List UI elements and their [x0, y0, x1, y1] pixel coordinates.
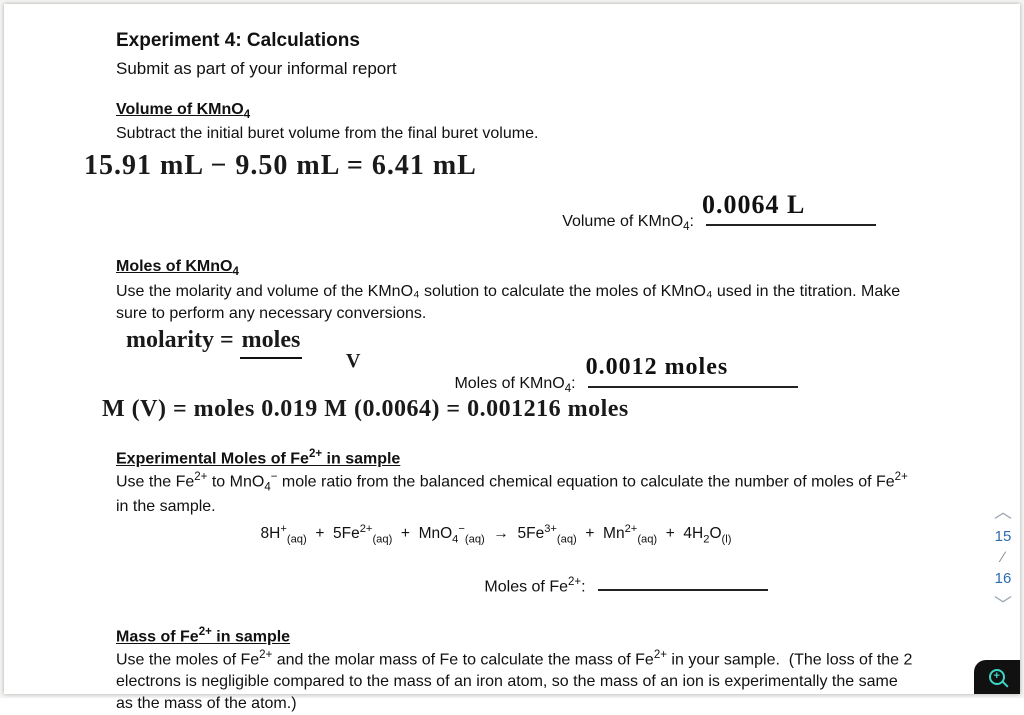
- zoom-button[interactable]: [974, 660, 1020, 694]
- section2-answer-value: 0.0012 moles: [586, 351, 729, 383]
- section3-answer-blank: [598, 573, 768, 591]
- next-page-button[interactable]: ﹀: [988, 591, 1018, 617]
- section3-answer-label: Moles of Fe2+:: [484, 575, 585, 598]
- section1-instruction: Subtract the initial buret volume from t…: [116, 123, 916, 145]
- section1-answer-blank: 0.0064 L: [706, 209, 876, 227]
- section1-handwritten-calc: 15.91 mL − 9.50 mL = 6.41 mL: [84, 147, 477, 185]
- total-page-number: 16: [988, 570, 1018, 587]
- prev-page-button[interactable]: ︿: [988, 498, 1018, 524]
- section2-handwritten-1: molarity = moles: [126, 324, 302, 358]
- section2-heading: Moles of KMnO4: [116, 256, 916, 281]
- section1-answer-row: Volume of KMnO4: 0.0064 L: [116, 209, 876, 236]
- section3-answer-row: Moles of Fe2+:: [116, 573, 876, 597]
- section1-heading: Volume of KMnO4: [116, 99, 916, 124]
- section1-answer-label: Volume of KMnO4:: [562, 211, 694, 236]
- section2-answer-blank: 0.0012 moles: [588, 370, 798, 388]
- doc-title: Experiment 4: Calculations: [116, 28, 916, 54]
- section2-handwritten-2: M (V) = moles 0.019 M (0.0064) = 0.00121…: [102, 393, 629, 425]
- section2-handwritten-1b: V: [346, 348, 360, 375]
- current-page-number: 15: [988, 528, 1018, 545]
- section4-instruction: Use the moles of Fe2+ and the molar mass…: [116, 648, 916, 714]
- section3-instruction: Use the Fe2+ to MnO4− mole ratio from th…: [116, 470, 916, 518]
- section1-heading-text: Volume of KMnO4: [116, 101, 250, 118]
- section1-answer-value: 0.0064 L: [702, 187, 805, 222]
- section3-equation: 8H+(aq) + 5Fe2+(aq) + MnO4−(aq) → 5Fe3+(…: [116, 522, 876, 547]
- page-slash: ∕: [988, 549, 1018, 566]
- section3-heading: Experimental Moles of Fe2+ in sample: [116, 447, 916, 470]
- viewer-frame: Experiment 4: Calculations Submit as par…: [0, 0, 1024, 698]
- document-page: Experiment 4: Calculations Submit as par…: [4, 4, 1020, 694]
- zoom-in-icon: [989, 669, 1005, 685]
- page-nav: ︿ 15 ∕ 16 ﹀: [988, 498, 1018, 617]
- doc-subtitle: Submit as part of your informal report: [116, 58, 916, 81]
- page-content: Experiment 4: Calculations Submit as par…: [116, 28, 916, 715]
- section4-heading: Mass of Fe2+ in sample: [116, 625, 916, 648]
- section2-instruction: Use the molarity and volume of the KMnO₄…: [116, 281, 916, 324]
